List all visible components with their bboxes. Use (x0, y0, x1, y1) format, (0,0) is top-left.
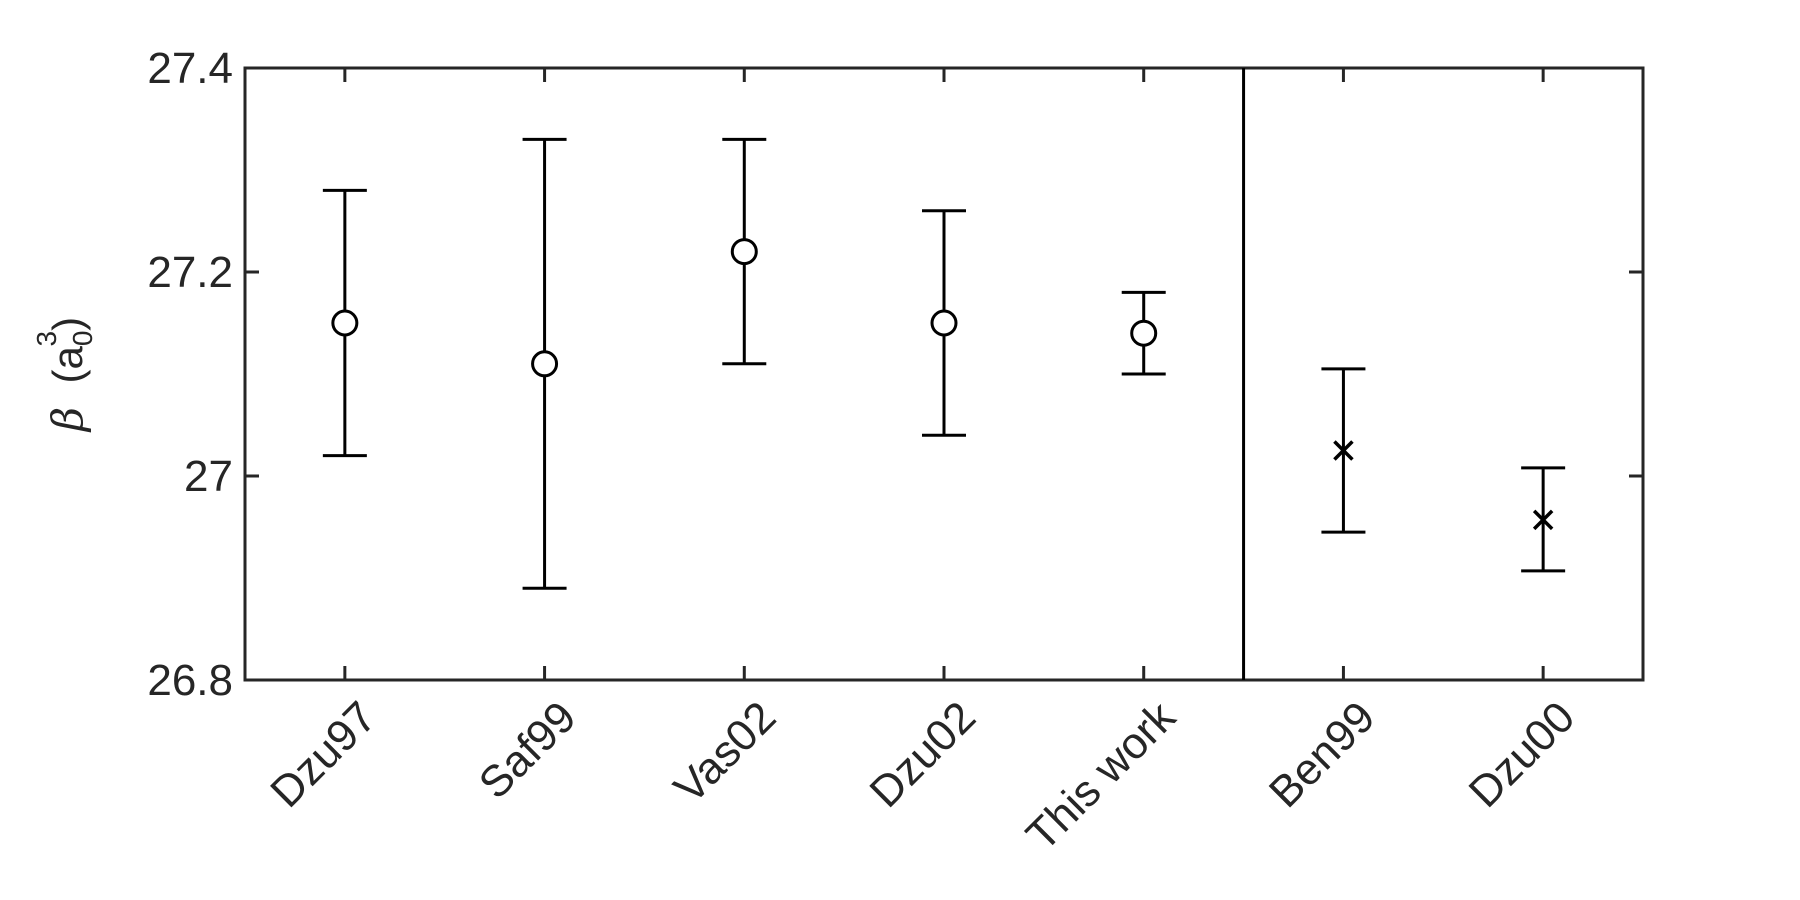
x-tick-label: Dzu02 (860, 692, 985, 817)
cross-stroke (1532, 509, 1554, 531)
y-tick-label: 27 (184, 452, 233, 501)
circle-marker (531, 350, 559, 378)
data-point (922, 209, 966, 437)
data-points (322, 137, 1566, 590)
x-axis: Dzu97 Saf99 Vas02 Dzu02 This work Ben99 Dzu00 (261, 68, 1584, 860)
y-axis-label-open: ( (44, 369, 91, 383)
y-axis-label-close: ) (44, 317, 91, 331)
x-tick-label: Saf99 (470, 692, 586, 808)
y-axis-label-sub: 0 (67, 331, 98, 347)
y-tick-label: 27.4 (147, 44, 233, 93)
data-point (1121, 290, 1166, 376)
data-point (1521, 466, 1566, 573)
x-tick-label: Ben99 (1260, 692, 1385, 817)
circle-marker (930, 309, 958, 337)
x-tick-label: Vas02 (665, 692, 786, 813)
cross-marker (1333, 440, 1354, 461)
y-axis-label-base: a (44, 345, 91, 369)
cross-stroke (1333, 440, 1354, 461)
cross-marker (1532, 509, 1554, 531)
x-tick-label: Dzu00 (1460, 692, 1585, 817)
data-point (1321, 367, 1366, 534)
data-point (522, 137, 567, 590)
circle-marker (1130, 319, 1158, 347)
y-tick-label: 27.2 (147, 248, 233, 297)
y-axis-label-sup: 3 (31, 331, 62, 347)
x-tick-label: Dzu97 (261, 692, 386, 817)
y-axis-label: β (a03) (31, 317, 98, 433)
x-tick-label: This work (1017, 692, 1185, 860)
data-point (722, 137, 767, 366)
y-axis: 26.8 27 27.2 27.4 (147, 44, 1643, 705)
y-axis-label-symbol: β (43, 407, 92, 433)
circle-marker (331, 309, 359, 337)
circle-marker (730, 238, 758, 266)
data-point (322, 188, 367, 458)
y-tick-label: 26.8 (147, 656, 233, 705)
